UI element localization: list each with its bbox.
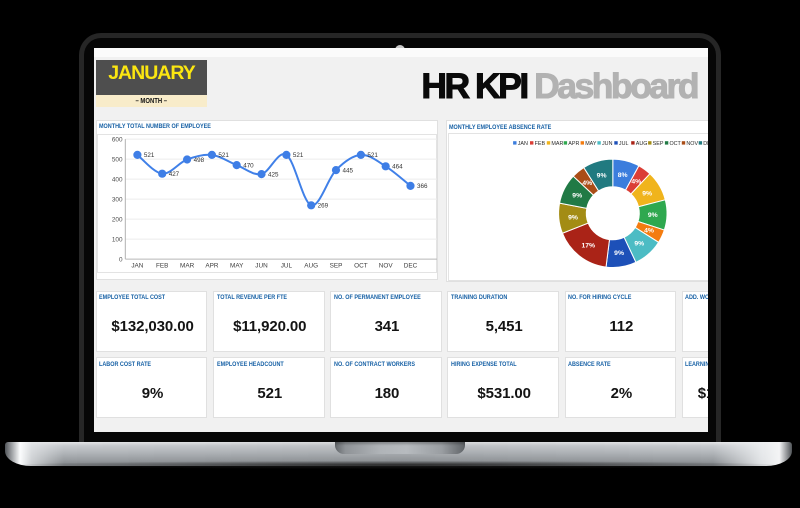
svg-text:445: 445 [342, 167, 353, 174]
svg-text:9%: 9% [614, 251, 624, 258]
svg-text:425: 425 [267, 171, 278, 178]
svg-text:APR: APR [568, 142, 579, 148]
svg-text:8%: 8% [617, 172, 627, 179]
svg-text:OCT: OCT [354, 262, 368, 269]
svg-text:9%: 9% [642, 191, 652, 198]
svg-text:DEC: DEC [703, 142, 708, 148]
svg-text:JUN: JUN [602, 142, 613, 148]
svg-text:NOV: NOV [686, 142, 698, 148]
svg-text:100: 100 [111, 236, 122, 243]
svg-text:FEB: FEB [155, 262, 167, 269]
svg-text:9%: 9% [572, 193, 582, 200]
svg-text:SEP: SEP [652, 142, 663, 148]
svg-text:200: 200 [111, 216, 122, 223]
svg-text:AUG: AUG [304, 262, 318, 269]
svg-text:600: 600 [111, 136, 122, 143]
svg-text:9%: 9% [596, 173, 606, 180]
svg-text:MAR: MAR [551, 142, 563, 148]
svg-text:JUL: JUL [619, 142, 629, 148]
svg-text:JUN: JUN [255, 262, 268, 269]
svg-text:300: 300 [111, 196, 122, 203]
svg-text:521: 521 [218, 152, 229, 159]
svg-text:498: 498 [193, 157, 204, 164]
svg-text:SEP: SEP [329, 262, 342, 269]
svg-text:JAN: JAN [131, 262, 143, 269]
svg-text:269: 269 [317, 203, 328, 210]
svg-text:17%: 17% [581, 243, 595, 250]
svg-text:0: 0 [118, 256, 122, 263]
svg-text:AUG: AUG [635, 142, 647, 148]
svg-text:JUL: JUL [280, 262, 292, 269]
svg-text:400: 400 [111, 176, 122, 183]
svg-text:427: 427 [168, 171, 179, 178]
svg-text:MAY: MAY [585, 142, 597, 148]
svg-text:FEB: FEB [534, 142, 545, 148]
svg-text:500: 500 [111, 156, 122, 163]
svg-text:MAY: MAY [230, 262, 244, 269]
svg-text:9%: 9% [568, 215, 578, 222]
svg-text:4%: 4% [631, 179, 641, 186]
svg-text:APR: APR [205, 262, 219, 269]
svg-text:521: 521 [367, 152, 378, 159]
svg-text:521: 521 [292, 152, 303, 159]
svg-text:9%: 9% [648, 212, 658, 219]
svg-text:521: 521 [143, 152, 154, 159]
svg-text:DEC: DEC [403, 262, 417, 269]
svg-text:366: 366 [416, 183, 427, 190]
svg-text:NOV: NOV [378, 262, 393, 269]
svg-text:9%: 9% [634, 241, 644, 248]
svg-text:464: 464 [392, 164, 403, 171]
svg-text:4%: 4% [644, 228, 654, 235]
svg-text:470: 470 [243, 162, 254, 169]
svg-text:4%: 4% [582, 180, 592, 187]
svg-text:MAR: MAR [180, 262, 195, 269]
svg-text:JAN: JAN [517, 142, 527, 148]
svg-text:OCT: OCT [669, 142, 681, 148]
